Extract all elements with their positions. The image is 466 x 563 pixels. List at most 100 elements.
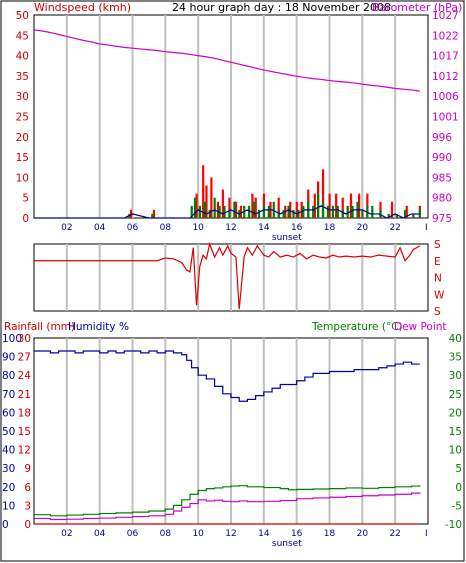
wind-bar xyxy=(262,205,266,218)
wind-bar xyxy=(317,193,320,218)
temperature-tick-label: 40 xyxy=(449,333,462,345)
wind-direction-line xyxy=(34,241,421,310)
x-tick-label: 04 xyxy=(94,529,106,539)
y-tick-label: 1027 xyxy=(432,10,459,22)
y-tick-label: 15 xyxy=(16,152,29,164)
wind-bar xyxy=(387,213,390,218)
y-tick-label: 1001 xyxy=(432,112,459,124)
temperature-tick-label: 10 xyxy=(449,445,462,457)
humidity-tick-label: 50 xyxy=(2,426,15,438)
x-tick-label: 12 xyxy=(225,529,236,539)
gust-bar xyxy=(341,197,344,218)
sunset-label: sunset xyxy=(272,233,302,243)
y-tick-label: 1022 xyxy=(432,30,459,42)
rainfall-tick-label: 9 xyxy=(24,463,31,475)
x-tick-label: 20 xyxy=(357,223,369,233)
wind-bar xyxy=(418,209,421,218)
gust-bar xyxy=(405,205,408,218)
x-tick-label: 14 xyxy=(258,223,270,233)
x-tick-label: 18 xyxy=(324,223,336,233)
gust-bar xyxy=(358,193,361,218)
wind-bar xyxy=(371,205,374,218)
rainfall-tick-label: 0 xyxy=(24,519,31,531)
wind-bar xyxy=(379,209,382,218)
temperature-line xyxy=(34,485,421,517)
humidity-line xyxy=(34,350,420,402)
wind-bar xyxy=(193,197,197,218)
y-tick-label: 5 xyxy=(22,193,29,205)
wind-bar xyxy=(302,205,305,218)
wind-bar xyxy=(233,201,236,218)
temperature-tick-label: 25 xyxy=(449,389,462,401)
gust-bar xyxy=(239,205,243,218)
x-tick-label: 22 xyxy=(389,529,400,539)
wind-bar xyxy=(412,213,415,218)
wind-bar xyxy=(252,201,256,218)
x-tick-label: 02 xyxy=(61,223,72,233)
gust-bar xyxy=(300,201,303,218)
humidity-tick-label: 0 xyxy=(2,519,9,531)
rainfall-tick-label: 30 xyxy=(18,333,31,345)
gust-bar xyxy=(251,193,254,218)
gust-bar xyxy=(321,169,325,218)
gust-bar xyxy=(210,177,213,218)
gust-bar xyxy=(195,193,198,218)
gust-bar xyxy=(289,201,292,218)
gust-bar xyxy=(335,193,338,218)
wind-bar xyxy=(213,197,216,218)
y-tick-label: 30 xyxy=(16,91,29,103)
x-tick-label: 10 xyxy=(192,223,204,233)
x-tick-label: 12 xyxy=(225,223,236,233)
gust-bar xyxy=(234,201,238,218)
humidity-tick-label: 10 xyxy=(2,500,15,512)
wind-bar xyxy=(287,205,290,218)
wind-bar xyxy=(341,209,344,218)
direction-tick-label: S xyxy=(434,306,441,318)
wind-bar xyxy=(361,209,364,218)
y-tick-label: 25 xyxy=(16,112,29,124)
direction-tick-label: W xyxy=(434,289,445,301)
wind-bar xyxy=(336,205,339,218)
temperature-tick-label: 5 xyxy=(455,463,462,475)
humidity-temperature-panel: 0102030405060708090100036912151821242730… xyxy=(2,333,462,549)
gust-bar xyxy=(390,201,394,218)
rainfall-tick-label: 3 xyxy=(24,500,31,512)
x-tick-label: 14 xyxy=(258,529,270,539)
gust-bar xyxy=(129,209,133,218)
y-tick-label: 0 xyxy=(22,213,29,225)
gust-bar xyxy=(216,201,220,218)
direction-tick-label: S xyxy=(434,239,441,251)
graph-title: 24 hour graph day : 18 November 2008 xyxy=(172,1,391,14)
sunset-label: sunset xyxy=(272,539,302,549)
x-tick-label: I xyxy=(425,529,428,539)
wind-bar xyxy=(223,205,226,218)
wind-bar xyxy=(331,205,334,218)
temperature-tick-label: 15 xyxy=(449,426,462,438)
gust-bar xyxy=(349,193,353,218)
temperature-tick-label: 30 xyxy=(449,370,462,382)
wind-bar xyxy=(198,205,202,218)
gust-bar xyxy=(228,197,231,218)
temperature-tick-label: 20 xyxy=(449,407,462,419)
y-tick-label: 45 xyxy=(16,30,29,42)
y-tick-label: 1012 xyxy=(432,71,459,83)
y-tick-label: 990 xyxy=(432,152,452,164)
y-tick-label: 985 xyxy=(432,172,452,184)
humidity-tick-label: 100 xyxy=(2,333,22,345)
temperature-label: Temperature (°C) xyxy=(311,321,403,333)
wind-bar xyxy=(326,205,330,218)
rainfall-tick-label: 12 xyxy=(18,445,31,457)
barometer-line xyxy=(33,29,420,92)
direction-tick-label: E xyxy=(434,256,441,268)
humidity-tick-label: 90 xyxy=(2,352,15,364)
gust-bar xyxy=(328,193,331,218)
y-tick-label: 975 xyxy=(432,213,452,225)
wind-bar xyxy=(248,205,251,218)
humidity-label: Humidity % xyxy=(68,321,129,333)
gust-bar xyxy=(152,209,156,218)
wind-bar xyxy=(346,205,349,218)
wind-bar xyxy=(267,205,270,218)
x-tick-label: 08 xyxy=(160,223,172,233)
dewpoint-line xyxy=(34,492,421,521)
